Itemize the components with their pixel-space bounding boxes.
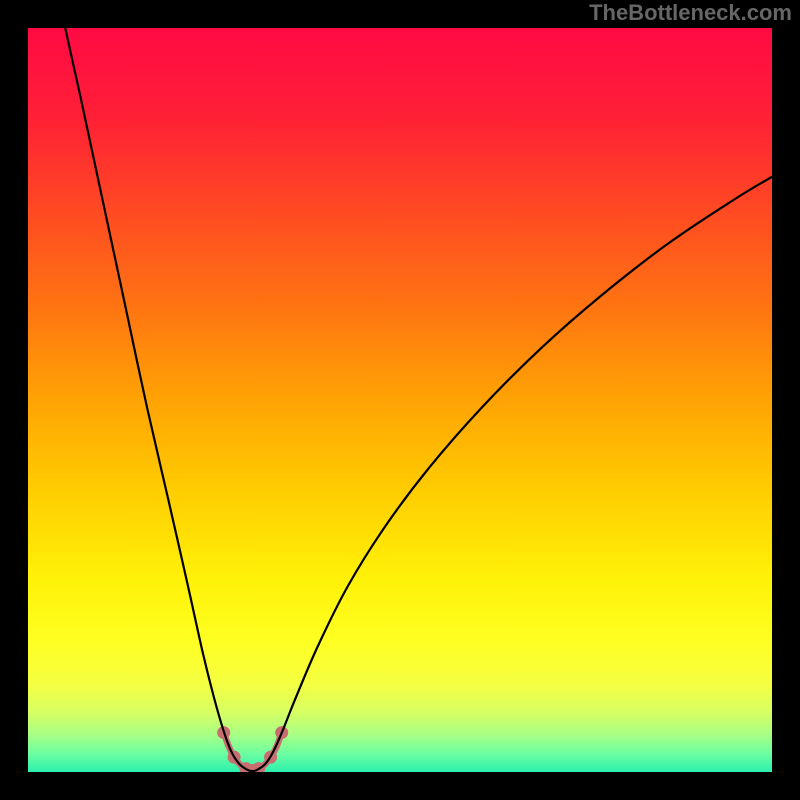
- watermark-label: TheBottleneck.com: [589, 0, 792, 26]
- chart-stage: TheBottleneck.com: [0, 0, 800, 800]
- main-curve: [65, 28, 772, 771]
- chart-svg: [28, 28, 772, 772]
- plot-area: [28, 28, 772, 772]
